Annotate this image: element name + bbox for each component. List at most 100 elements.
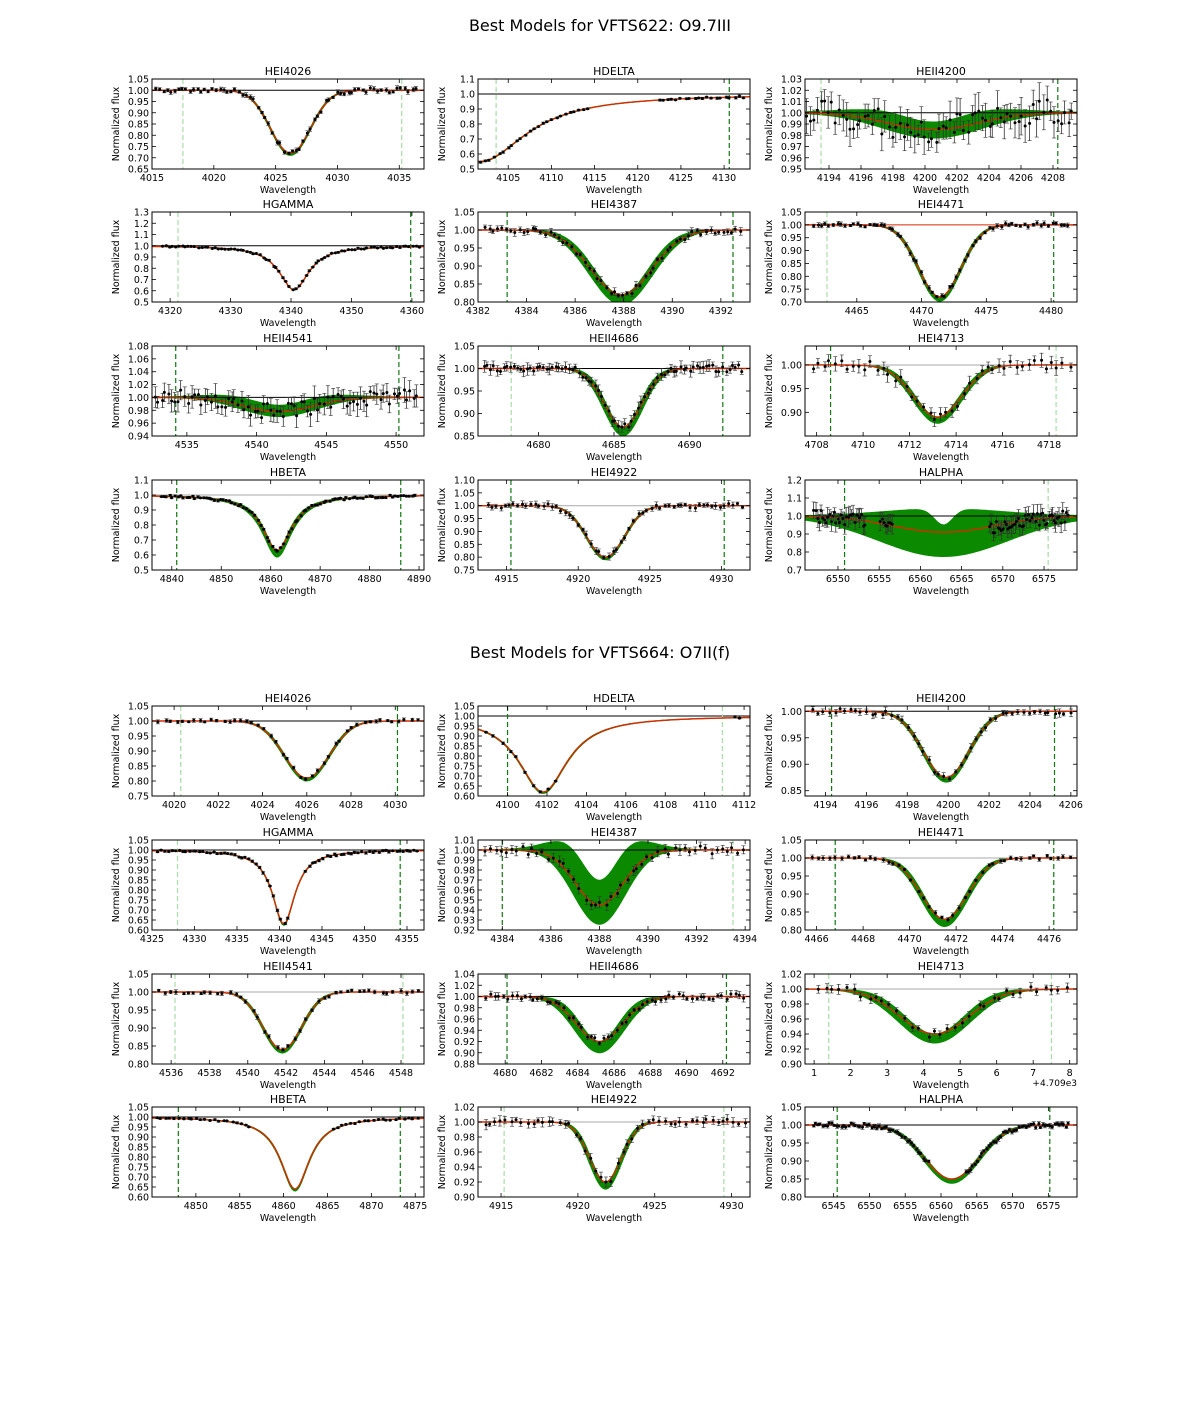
data-point <box>407 245 411 249</box>
data-point <box>898 121 902 125</box>
data-point <box>930 290 934 294</box>
y-tick-label: 0.75 <box>454 566 475 577</box>
data-point <box>258 253 262 257</box>
data-point <box>1035 512 1039 516</box>
data-point <box>161 398 165 402</box>
data-point <box>245 250 249 254</box>
data-point <box>936 772 940 776</box>
x-tick-label: 4714 <box>944 440 968 451</box>
data-point <box>220 405 224 409</box>
data-point <box>932 418 936 422</box>
data-point <box>262 727 266 731</box>
data-point <box>179 388 183 392</box>
data-point <box>573 365 577 369</box>
y-tick-label: 1.00 <box>128 717 149 728</box>
data-point <box>594 549 598 553</box>
data-point <box>818 521 822 525</box>
data-point <box>916 133 920 137</box>
data-point <box>398 245 402 249</box>
data-point <box>1062 223 1066 227</box>
data-point <box>823 222 827 226</box>
data-point <box>709 228 713 232</box>
y-tick-label: 1.10 <box>454 476 475 487</box>
data-point <box>618 883 622 887</box>
data-point <box>399 494 403 498</box>
data-point <box>558 114 562 118</box>
observed-data <box>159 493 417 553</box>
data-point <box>538 365 542 369</box>
x-tick-label: 4120 <box>626 173 650 184</box>
data-point <box>952 130 956 134</box>
data-point <box>705 503 709 507</box>
data-point <box>311 265 315 269</box>
data-point <box>1019 114 1023 118</box>
data-point <box>572 110 576 114</box>
data-point <box>355 402 359 406</box>
data-point <box>365 403 369 407</box>
figure-title-vfts622: Best Models for VFTS622: O9.7III <box>469 16 731 35</box>
data-point <box>595 277 599 281</box>
data-point <box>364 851 368 855</box>
data-point <box>864 710 868 714</box>
panel-vfts622-hbeta: 4840 4850 4860 4870 4880 4890 0.5 0.6 0.7 0.8 0.9 1… <box>111 466 431 597</box>
y-tick-label: 1.0 <box>460 90 475 101</box>
data-point <box>929 411 933 415</box>
model-envelope <box>478 717 750 794</box>
data-point <box>833 362 837 366</box>
data-point <box>334 854 338 858</box>
y-tick-label: 1.05 <box>454 342 475 353</box>
model-envelope <box>152 89 424 156</box>
data-point <box>660 372 664 376</box>
data-point <box>1054 366 1058 370</box>
y-tick-label: 1.00 <box>781 707 802 718</box>
data-point <box>398 86 402 90</box>
data-point <box>534 502 538 506</box>
data-point <box>402 494 406 498</box>
panel-vfts664-hgamma: 4325 4330 4335 4340 4345 4350 4355 0.600.650.70… <box>111 826 425 957</box>
data-point <box>174 245 178 249</box>
data-point <box>649 271 653 275</box>
y-axis-label: Normalized flux <box>764 86 775 161</box>
x-tick-label: 4030 <box>325 173 349 184</box>
data-point <box>1015 519 1019 523</box>
data-point <box>355 723 359 727</box>
data-point <box>356 246 360 250</box>
data-point <box>851 364 855 368</box>
data-point <box>344 496 348 500</box>
data-point <box>917 742 921 746</box>
data-point <box>639 400 643 404</box>
x-axis-label: Wavelength <box>260 318 316 329</box>
data-point <box>702 503 706 507</box>
x-tick-label: 4325 <box>140 934 164 945</box>
data-point <box>213 246 217 250</box>
data-point <box>292 766 296 770</box>
panel-vfts622-hei4387: 4382 4384 4386 4388 4390 4392 0.80 0.85 0.90 0.95… <box>437 198 751 329</box>
data-point <box>549 118 553 122</box>
plot-area <box>805 706 1077 796</box>
data-point <box>821 516 825 520</box>
data-point <box>592 269 596 273</box>
data-point <box>524 133 528 137</box>
data-point <box>960 763 964 767</box>
data-point <box>565 241 569 245</box>
data-point <box>319 110 323 114</box>
data-point <box>733 715 737 719</box>
data-point <box>348 401 352 405</box>
data-point <box>1049 361 1053 365</box>
data-point <box>327 98 331 102</box>
y-tick-label: 0.96 <box>128 419 149 430</box>
y-tick-label: 1.00 <box>454 226 475 237</box>
y-tick-label: 0.65 <box>128 916 149 927</box>
data-point <box>884 709 888 713</box>
data-point <box>1054 221 1058 225</box>
data-point <box>203 720 207 724</box>
axes-frame <box>477 211 751 303</box>
data-point <box>1002 366 1006 370</box>
x-tick-label: 4208 <box>1041 173 1065 184</box>
data-point <box>963 259 967 263</box>
y-tick-label: 0.95 <box>781 233 802 244</box>
data-point <box>285 535 289 539</box>
data-point <box>576 523 580 527</box>
data-point <box>228 720 232 724</box>
y-tick-label: 0.80 <box>454 298 475 309</box>
